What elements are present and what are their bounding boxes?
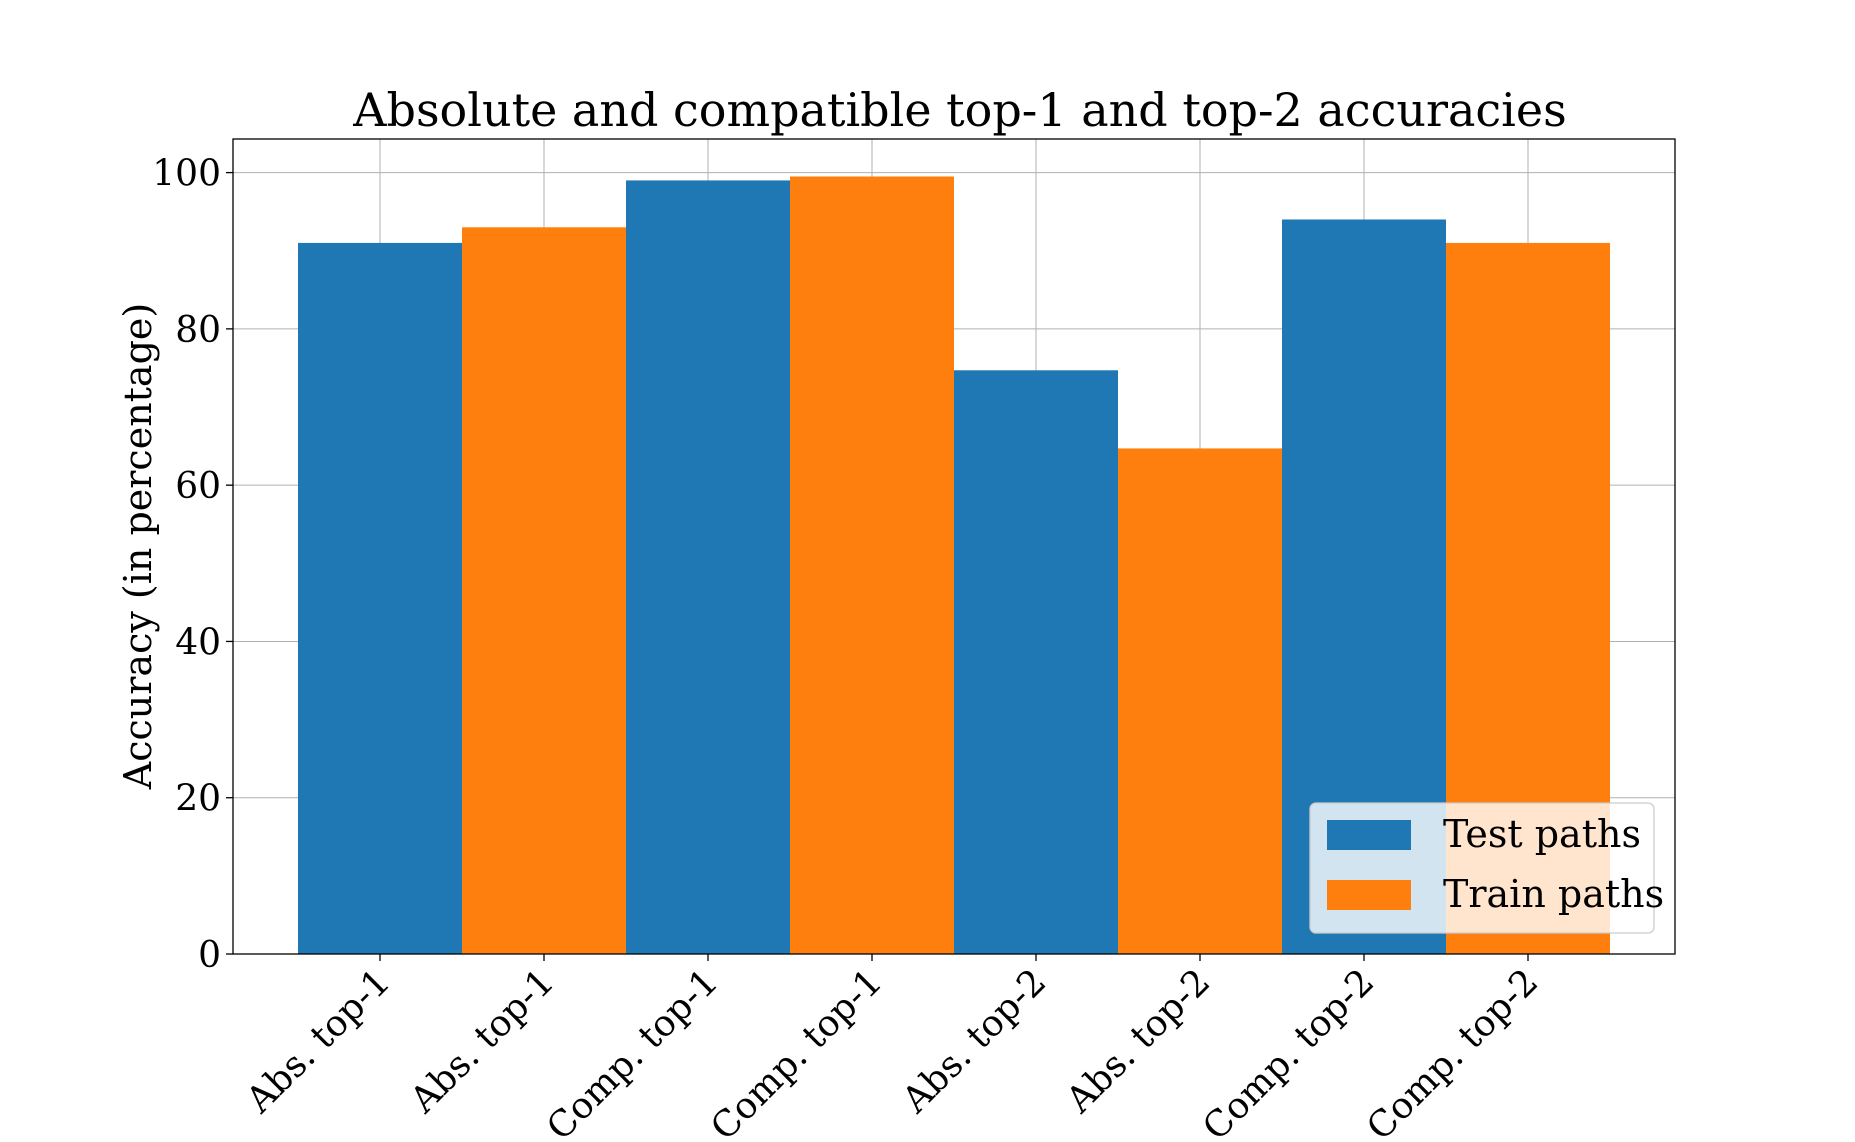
legend: Test paths Train paths [1309, 802, 1664, 934]
x-tick-label: Comp. top-2 [1359, 961, 1546, 1142]
legend-swatch [1327, 880, 1411, 910]
x-tick-label: Comp. top-2 [1195, 961, 1382, 1142]
y-axis-label: Accuracy (in percentage) [116, 303, 160, 790]
bar-test [954, 370, 1118, 955]
x-tick-label: Comp. top-1 [703, 961, 890, 1142]
y-tick-label: 80 [175, 310, 221, 351]
x-tick-label: Comp. top-1 [539, 961, 726, 1142]
y-axis-ticks: 0 20 40 60 80 100 [152, 154, 233, 976]
y-tick-label: 100 [152, 154, 221, 195]
bar-train [790, 176, 954, 954]
y-tick-label: 40 [175, 622, 221, 663]
plot-frame [232, 138, 1676, 955]
bar-test [626, 180, 790, 954]
x-tick-label: Abs. top-2 [894, 961, 1054, 1121]
chart-title: Absolute and compatible top-1 and top-2 … [352, 83, 1566, 137]
y-tick-label: 0 [198, 935, 221, 976]
y-tick-label: 20 [175, 779, 221, 820]
bar-train [462, 227, 626, 955]
legend-label: Train paths [1443, 872, 1664, 916]
y-tick-label: 60 [175, 466, 221, 507]
bar-test [298, 242, 462, 955]
x-tick-label: Abs. top-1 [238, 961, 398, 1121]
legend-label: Test paths [1443, 812, 1641, 856]
legend-swatch [1327, 820, 1411, 850]
bar-train [1118, 448, 1282, 954]
x-tick-label: Abs. top-1 [402, 961, 562, 1121]
x-tick-label: Abs. top-2 [1058, 961, 1218, 1121]
